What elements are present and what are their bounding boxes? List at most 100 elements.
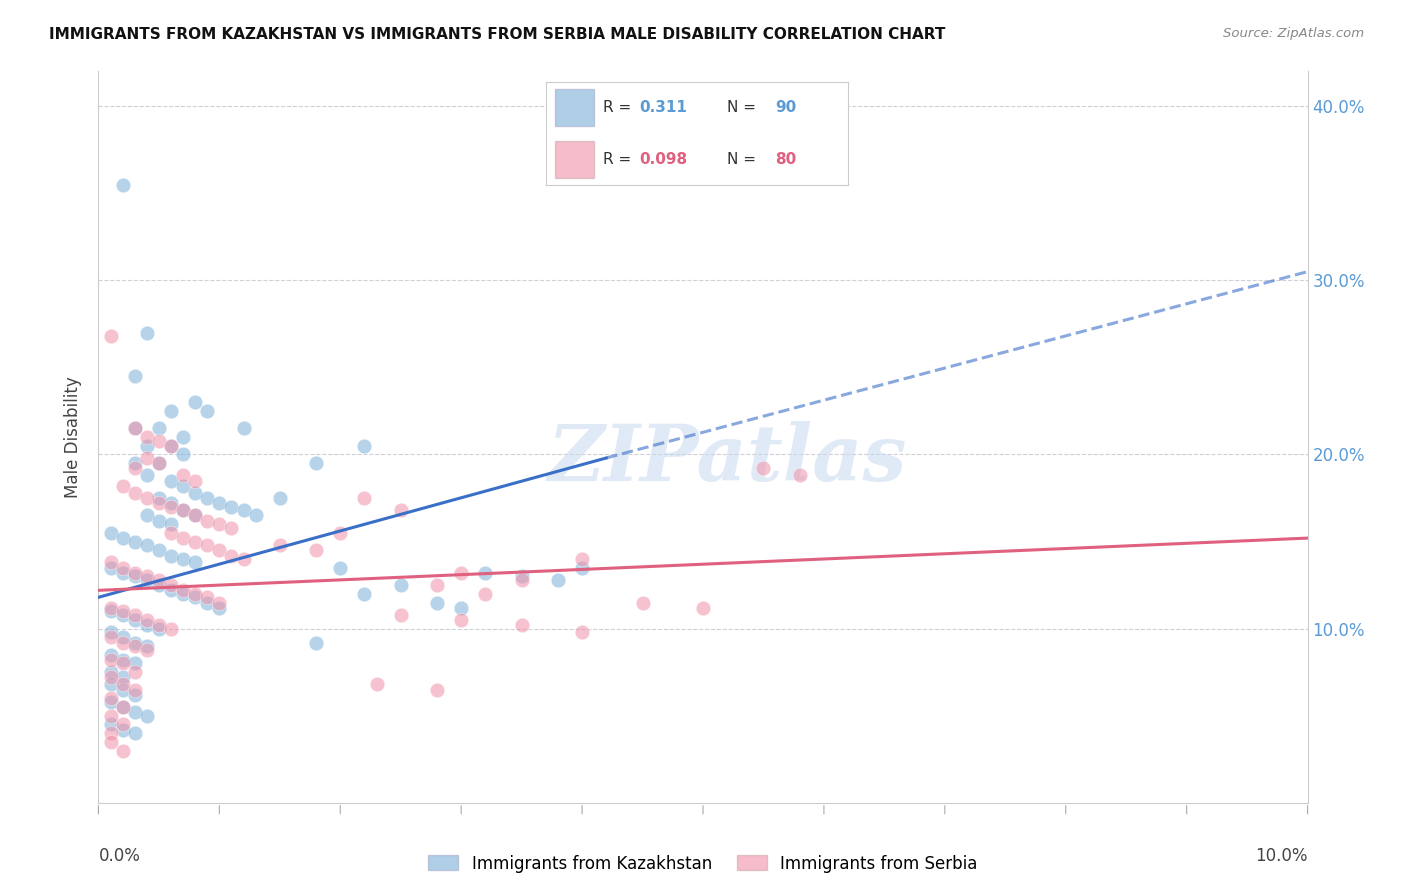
Point <box>111 178 134 192</box>
Point <box>160 517 183 532</box>
Point <box>148 456 170 470</box>
Point <box>100 604 122 618</box>
Point <box>245 508 267 523</box>
Point <box>111 479 134 493</box>
Point <box>100 525 122 540</box>
Point <box>135 639 157 653</box>
Point <box>111 566 134 580</box>
Point <box>111 607 134 622</box>
Point <box>510 618 533 632</box>
Point <box>100 560 122 574</box>
Point <box>148 434 170 448</box>
Point <box>160 622 183 636</box>
Point <box>111 700 134 714</box>
Point <box>124 421 146 435</box>
Point <box>789 468 811 483</box>
Point <box>221 549 243 563</box>
Point <box>111 531 134 545</box>
Point <box>232 503 254 517</box>
Text: 0.0%: 0.0% <box>98 847 141 864</box>
Point <box>111 682 134 697</box>
Point <box>195 591 218 605</box>
Text: ZIPatlas: ZIPatlas <box>547 421 907 497</box>
Point <box>160 583 183 598</box>
Point <box>172 503 194 517</box>
Point <box>474 587 496 601</box>
Point <box>135 326 157 340</box>
Point <box>389 578 412 592</box>
Point <box>172 503 194 517</box>
Point <box>124 635 146 649</box>
Point <box>172 479 194 493</box>
Point <box>221 500 243 514</box>
Point <box>450 566 472 580</box>
Point <box>148 543 170 558</box>
Point <box>208 517 231 532</box>
Text: IMMIGRANTS FROM KAZAKHSTAN VS IMMIGRANTS FROM SERBIA MALE DISABILITY CORRELATION: IMMIGRANTS FROM KAZAKHSTAN VS IMMIGRANTS… <box>49 27 946 42</box>
Point <box>148 514 170 528</box>
Point <box>124 665 146 680</box>
Point <box>148 491 170 505</box>
Point <box>135 642 157 657</box>
Point <box>111 560 134 574</box>
Point <box>160 549 183 563</box>
Point <box>100 648 122 662</box>
Point <box>389 607 412 622</box>
Point <box>124 613 146 627</box>
Point <box>184 508 207 523</box>
Point <box>184 474 207 488</box>
Point <box>329 560 352 574</box>
Point <box>172 531 194 545</box>
Point <box>160 404 183 418</box>
Point <box>148 578 170 592</box>
Point <box>100 600 122 615</box>
Point <box>353 587 375 601</box>
Point <box>305 543 328 558</box>
Point <box>450 613 472 627</box>
Point <box>100 556 122 570</box>
Point <box>100 695 122 709</box>
Point <box>124 657 146 671</box>
Point <box>172 587 194 601</box>
Point <box>135 538 157 552</box>
Point <box>100 631 122 645</box>
Point <box>124 682 146 697</box>
Point <box>160 578 183 592</box>
Point <box>571 552 593 566</box>
Point <box>124 639 146 653</box>
Point <box>111 717 134 731</box>
Point <box>389 503 412 517</box>
Point <box>135 708 157 723</box>
Point <box>100 329 122 343</box>
Point <box>474 566 496 580</box>
Point <box>124 607 146 622</box>
Point <box>195 514 218 528</box>
Point <box>100 665 122 680</box>
Point <box>100 653 122 667</box>
Point <box>111 635 134 649</box>
Point <box>111 743 134 757</box>
Point <box>135 569 157 583</box>
Point <box>571 625 593 640</box>
Point <box>148 618 170 632</box>
Point <box>111 677 134 691</box>
Point <box>160 500 183 514</box>
Point <box>100 670 122 684</box>
Point <box>426 595 449 609</box>
Point <box>135 468 157 483</box>
Point <box>135 613 157 627</box>
Point <box>195 491 218 505</box>
Point <box>135 618 157 632</box>
Point <box>692 600 714 615</box>
Point <box>124 485 146 500</box>
Point <box>172 583 194 598</box>
Point <box>305 456 328 470</box>
Point <box>124 369 146 384</box>
Point <box>124 534 146 549</box>
Point <box>184 534 207 549</box>
Point <box>100 625 122 640</box>
Point <box>124 456 146 470</box>
Point <box>184 508 207 523</box>
Point <box>124 705 146 719</box>
Point <box>305 635 328 649</box>
